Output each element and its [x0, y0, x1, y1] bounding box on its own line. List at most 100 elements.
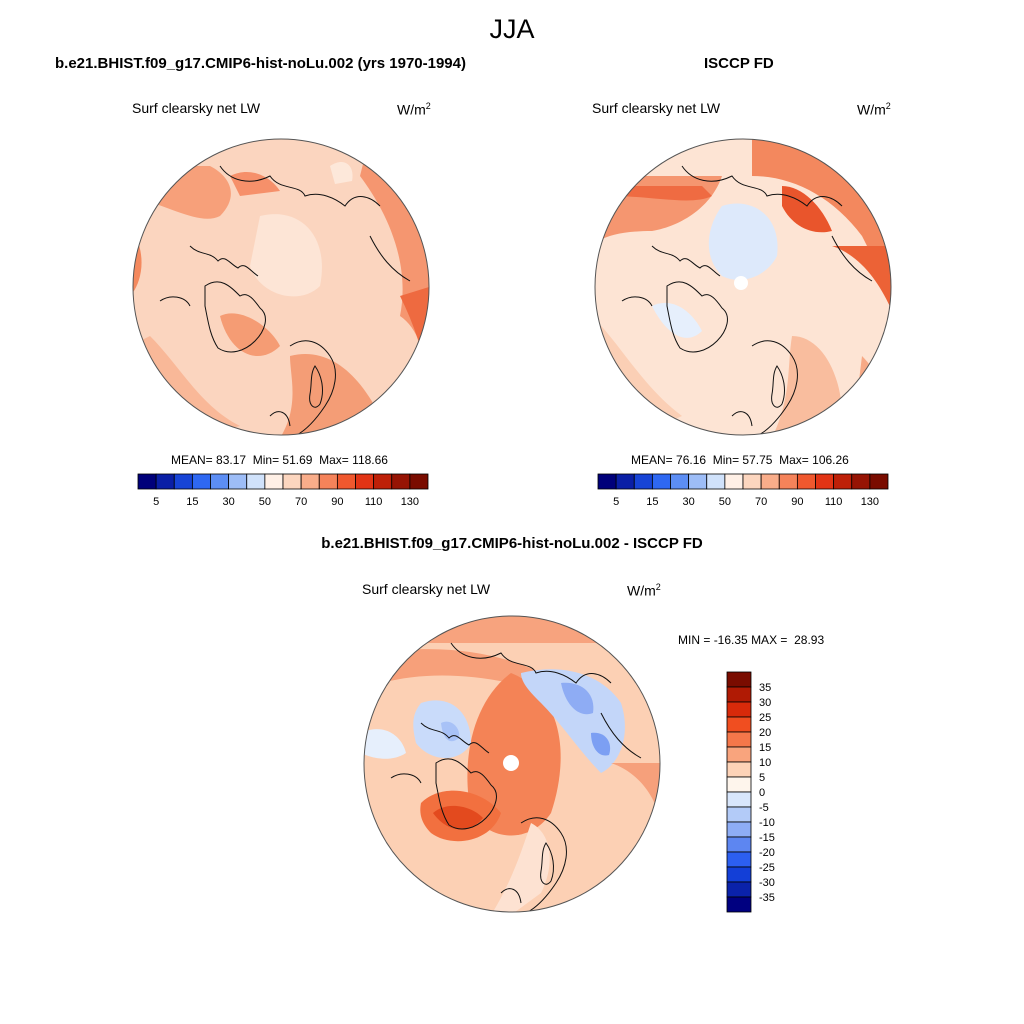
model-map-outline	[132, 138, 430, 436]
colorbar-diff-tick-label: 15	[759, 742, 771, 754]
panel-model-stats: MEAN= 83.17 Min= 51.69 Max= 118.66	[171, 453, 388, 467]
colorbar-diff-swatch	[726, 731, 752, 748]
colorbar-diff-swatch	[726, 701, 752, 718]
colorbar-obs-swatch	[869, 473, 889, 490]
obs-coastlines	[621, 165, 873, 435]
colorbar-diff-tick-label: 30	[759, 697, 771, 709]
colorbar-obs-tick-label: 130	[861, 496, 879, 508]
colorbar-obs-swatch	[833, 473, 853, 490]
colorbar-obs-swatch	[796, 473, 816, 490]
model-field-arctic-ocean	[250, 214, 322, 297]
colorbar-model-swatch	[391, 473, 411, 490]
colorbar-obs: 5 15 30 50 70 90 110 130	[597, 473, 889, 508]
colorbar-model-tick-label: 15	[186, 496, 198, 508]
colorbar-obs-tick-label: 50	[719, 496, 731, 508]
colorbar-obs-tick-label: 15	[646, 496, 658, 508]
colorbar-diff-tick-label: -15	[759, 832, 775, 844]
colorbar-diff-tick-label: -25	[759, 862, 775, 874]
colorbar-obs-swatch	[597, 473, 617, 490]
panel-model-map	[132, 138, 430, 436]
colorbar-obs-swatch	[706, 473, 726, 490]
colorbar-diff-swatch	[726, 716, 752, 733]
diff-field-pacific	[381, 649, 541, 683]
diff-field-arctic-ocean	[467, 673, 561, 836]
colorbar-model-swatch	[282, 473, 302, 490]
colorbar-obs-swatch	[724, 473, 744, 490]
colorbar-model-swatch	[228, 473, 248, 490]
model-field-greenland	[220, 313, 280, 356]
obs-field-canada	[652, 302, 702, 338]
colorbar-diff-swatch	[726, 686, 752, 703]
colorbar-diff-swatch	[726, 791, 752, 808]
colorbar-diff-tick-label: 10	[759, 757, 771, 769]
colorbar-diff-tick-label: -10	[759, 817, 775, 829]
obs-map-outline	[594, 138, 892, 436]
colorbar-model-tick-label: 130	[401, 496, 419, 508]
colorbar-obs-swatch	[651, 473, 671, 490]
colorbar-diff-swatch	[726, 671, 752, 688]
colorbar-model-tick-label: 30	[223, 496, 235, 508]
colorbar-obs-tick-label: 5	[613, 496, 619, 508]
colorbar-diff-swatch	[726, 881, 752, 898]
colorbar-obs-tick-label: 110	[825, 496, 843, 508]
panel-obs-variable: Surf clearsky net LW	[592, 100, 721, 116]
panel-obs-map	[594, 138, 892, 436]
colorbar-diff-swatch	[726, 806, 752, 823]
colorbar-diff-tick-label: 5	[759, 772, 765, 784]
diff-pole-hole	[503, 755, 519, 771]
colorbar-diff-swatch	[726, 896, 752, 913]
model-field-pacific	[133, 166, 231, 219]
colorbar-obs-swatch	[778, 473, 798, 490]
colorbar-model-swatch	[318, 473, 338, 490]
colorbar-diff-tick-label: -30	[759, 877, 775, 889]
obs-field-arctic-ocean	[708, 203, 778, 280]
colorbar-diff: 35 30 25 20 15 10 5 0 -5 -10 -15 -20 -25 -30 -35	[726, 671, 775, 913]
panel-diff-stats: MIN = -16.35 MAX = 28.93	[678, 633, 825, 647]
colorbar-obs-tick-label: 90	[791, 496, 803, 508]
panel-model-variable: Surf clearsky net LW	[132, 100, 261, 116]
panel-diff-variable: Surf clearsky net LW	[362, 581, 491, 597]
colorbar-model-swatch	[264, 473, 284, 490]
colorbar-diff-tick-label: -20	[759, 847, 775, 859]
colorbar-obs-swatch	[615, 473, 635, 490]
colorbar-obs-tick-label: 30	[683, 496, 695, 508]
colorbar-diff-tick-label: -35	[759, 892, 775, 904]
panel-obs-title: ISCCP FD	[704, 55, 774, 72]
colorbar-model-swatch	[409, 473, 429, 490]
colorbar-diff-tick-label: 20	[759, 727, 771, 739]
colorbar-obs-swatch	[815, 473, 835, 490]
colorbar-obs-swatch	[633, 473, 653, 490]
panel-diff-title: b.e21.BHIST.f09_g17.CMIP6-hist-noLu.002 …	[321, 535, 703, 552]
colorbar-obs-swatch	[851, 473, 871, 490]
figure-title: JJA	[489, 14, 535, 44]
panel-obs-units: W/m2	[857, 101, 891, 118]
colorbar-model-swatch	[173, 473, 193, 490]
model-field-east-hot	[400, 286, 429, 416]
colorbar-diff-swatch	[726, 851, 752, 868]
colorbar-diff-swatch	[726, 746, 752, 763]
colorbar-obs-swatch	[670, 473, 690, 490]
colorbar-diff-tick-label: 35	[759, 682, 771, 694]
colorbar-diff-tick-label: 25	[759, 712, 771, 724]
panel-diff-units: W/m2	[627, 582, 661, 599]
panel-model-title: b.e21.BHIST.f09_g17.CMIP6-hist-noLu.002 …	[55, 55, 466, 72]
colorbar-model-swatch	[210, 473, 230, 490]
panel-diff-map	[363, 615, 661, 913]
colorbar-model-swatch	[137, 473, 157, 490]
colorbar-model-swatch	[191, 473, 211, 490]
colorbar-model-swatch	[336, 473, 356, 490]
colorbar-model-swatch	[355, 473, 375, 490]
panel-model-units: W/m2	[397, 101, 431, 118]
colorbar-diff-swatch	[726, 821, 752, 838]
colorbar-obs-tick-label: 70	[755, 496, 767, 508]
colorbar-diff-swatch	[726, 776, 752, 793]
colorbar-model-swatch	[246, 473, 266, 490]
colorbar-model-swatch	[155, 473, 175, 490]
colorbar-diff-swatch	[726, 761, 752, 778]
colorbar-obs-swatch	[742, 473, 762, 490]
colorbar-model-swatch	[300, 473, 320, 490]
colorbar-model-tick-label: 110	[365, 496, 383, 508]
colorbar-obs-swatch	[760, 473, 780, 490]
colorbar-diff-swatch	[726, 866, 752, 883]
colorbar-diff-tick-label: 0	[759, 787, 765, 799]
